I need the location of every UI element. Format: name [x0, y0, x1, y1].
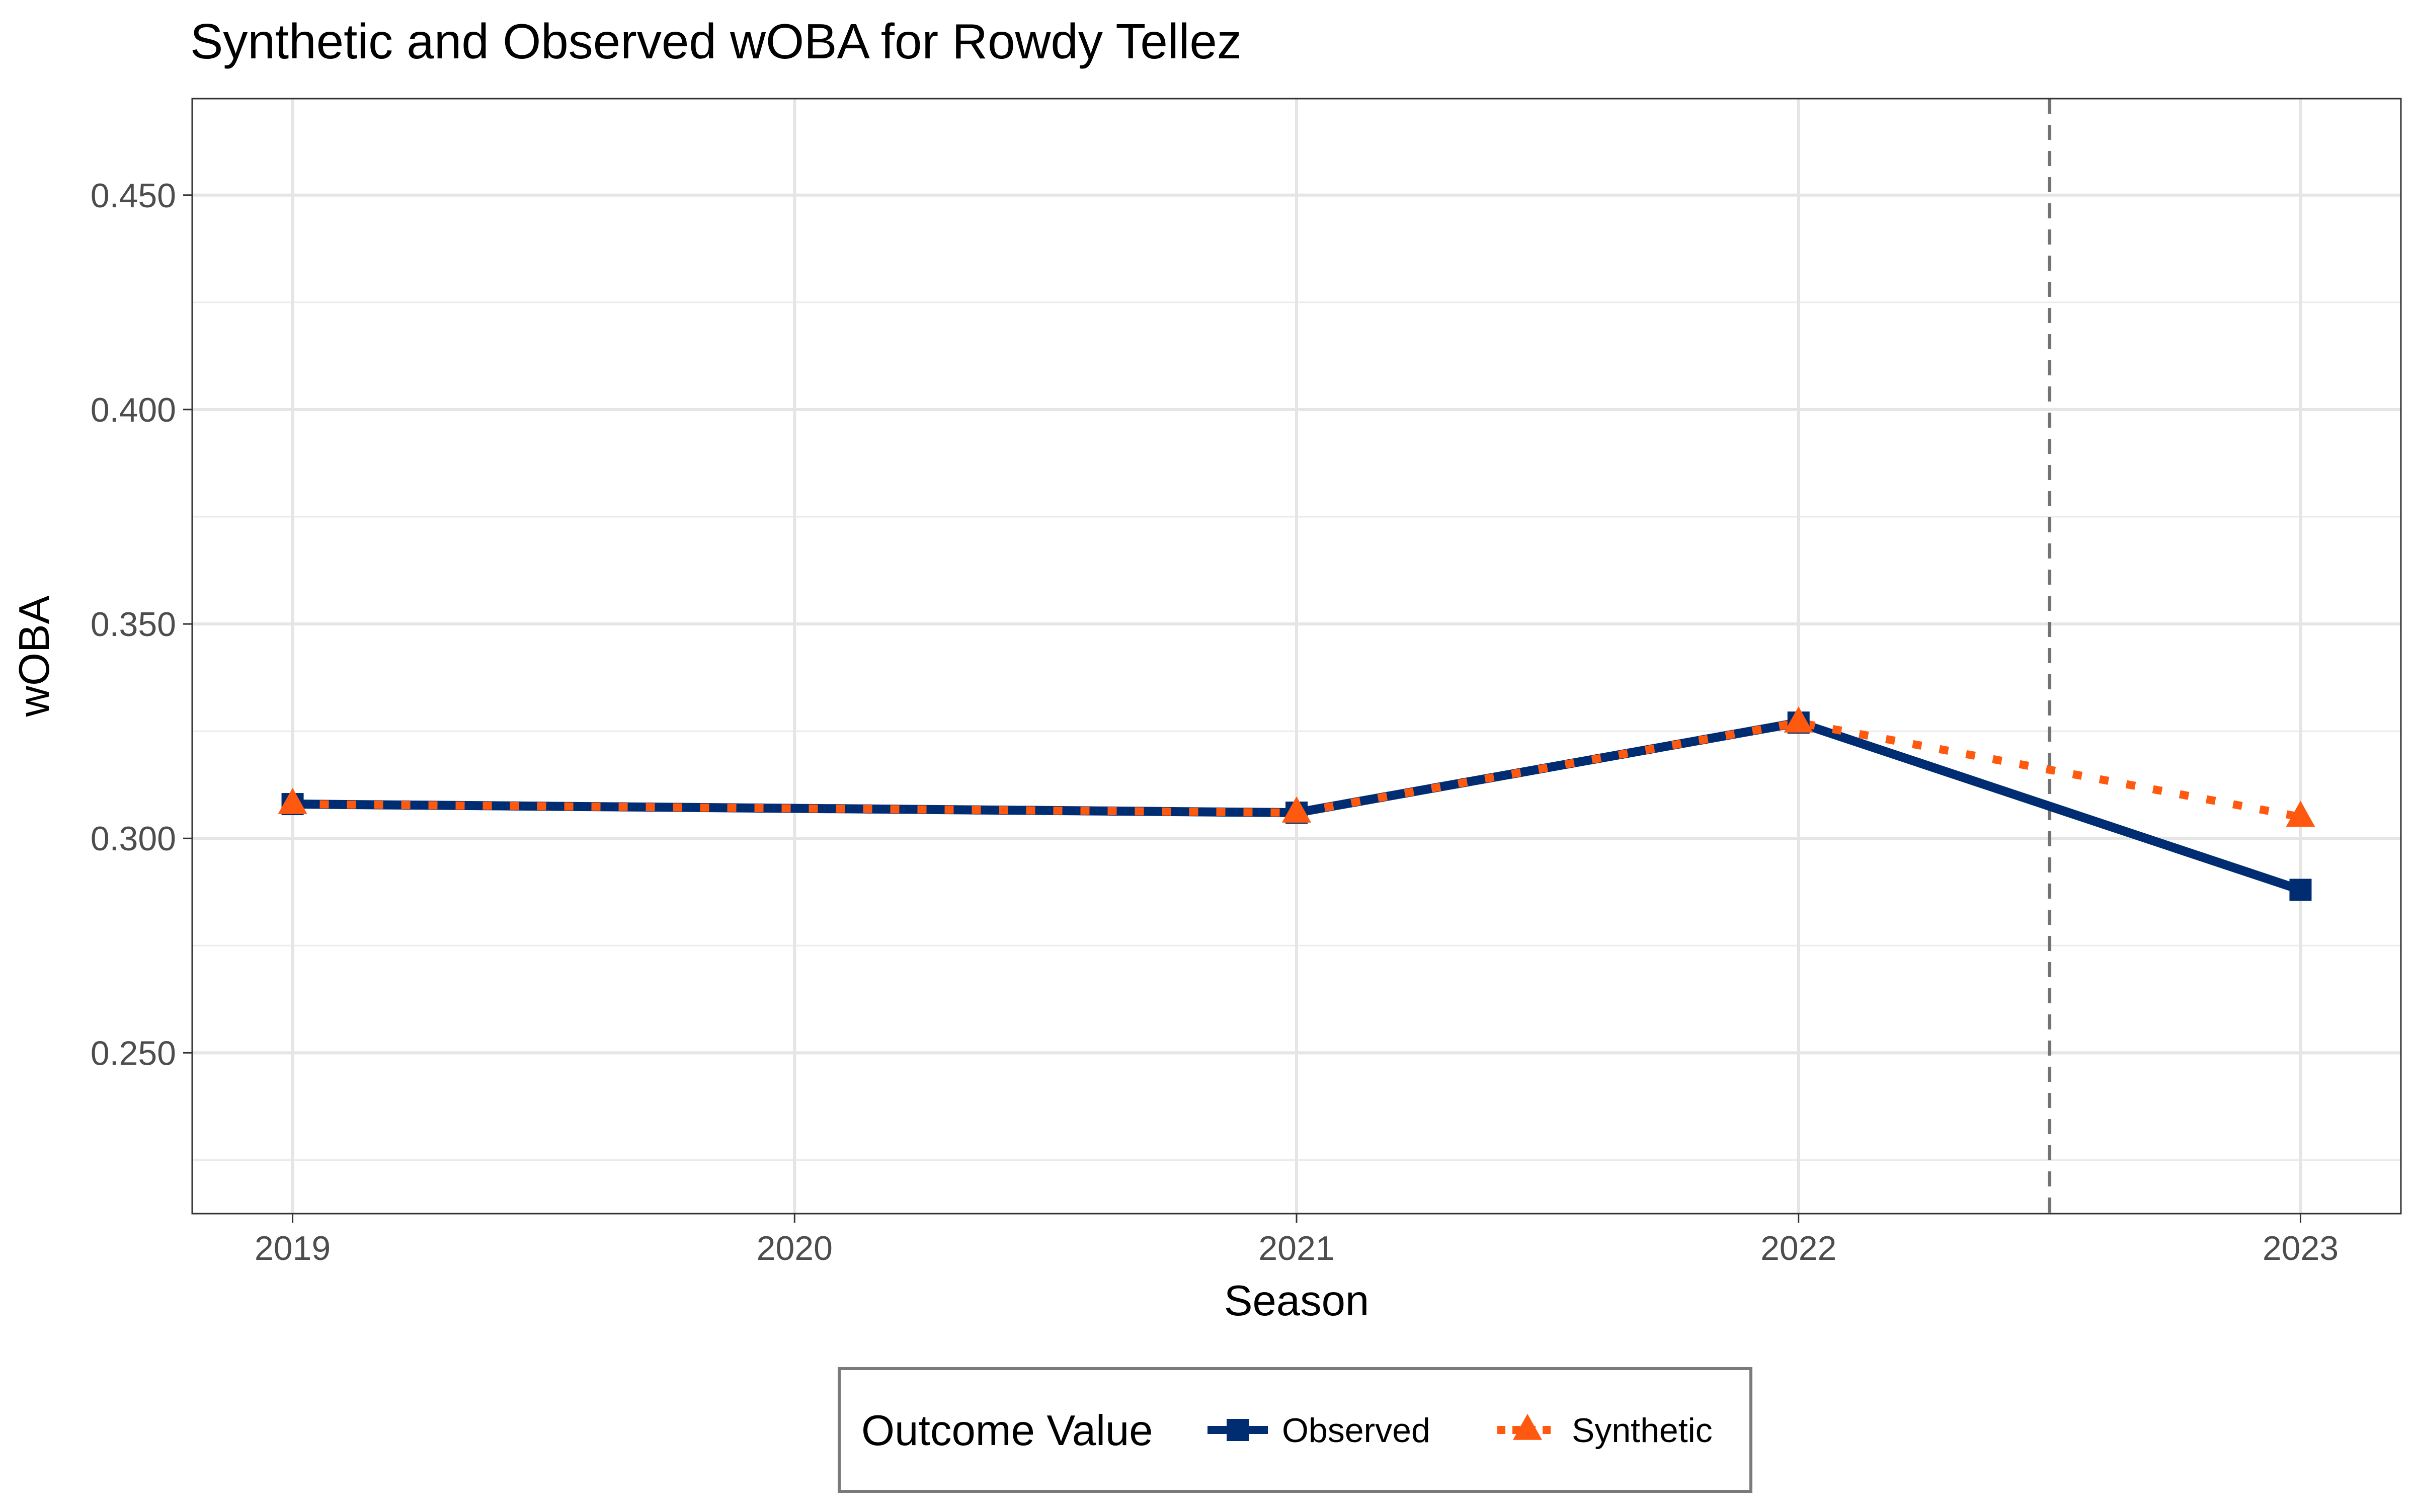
data-point-synthetic — [2286, 801, 2315, 827]
data-point-synthetic — [1784, 706, 1813, 733]
x-tick-label: 2020 — [757, 1229, 833, 1267]
legend: Outcome Value Observed Synthetic — [838, 1367, 1752, 1493]
data-point-synthetic — [1282, 796, 1311, 823]
data-point-observed — [2289, 879, 2312, 901]
series-line-synthetic — [292, 719, 2301, 821]
y-tick-label: 0.350 — [91, 605, 176, 644]
y-axis-title: wOBA — [11, 595, 58, 717]
x-tick-label: 2021 — [1258, 1229, 1334, 1267]
legend-key-marker-synthetic — [1513, 1413, 1542, 1440]
x-tick-label: 2023 — [2263, 1229, 2339, 1267]
y-tick-label: 0.250 — [91, 1034, 176, 1072]
grid-lines — [192, 99, 2401, 1214]
x-tick-label: 2022 — [1760, 1229, 1836, 1267]
legend-label-observed: Observed — [1282, 1411, 1430, 1450]
legend-title: Outcome Value — [861, 1407, 1153, 1455]
axes: 0.250 0.300 0.350 0.400 0.450 2019 2020 2021 202… — [91, 177, 2339, 1267]
series-group — [278, 706, 2315, 901]
chart-title: Synthetic and Observed wOBA for Rowdy Te… — [190, 14, 1242, 69]
series-line-observed — [292, 718, 2302, 895]
y-tick-label: 0.300 — [91, 820, 176, 858]
y-tick-label: 0.400 — [91, 391, 176, 429]
legend-items: Observed Synthetic — [1208, 1411, 1713, 1450]
data-point-synthetic — [278, 787, 307, 814]
legend-label-synthetic: Synthetic — [1572, 1411, 1713, 1450]
x-tick-label: 2019 — [255, 1229, 331, 1267]
legend-key-marker-observed — [1227, 1419, 1249, 1441]
legend-box — [838, 1367, 1752, 1493]
y-tick-label: 0.450 — [91, 177, 176, 215]
x-axis-title: Season — [1224, 1277, 1369, 1325]
